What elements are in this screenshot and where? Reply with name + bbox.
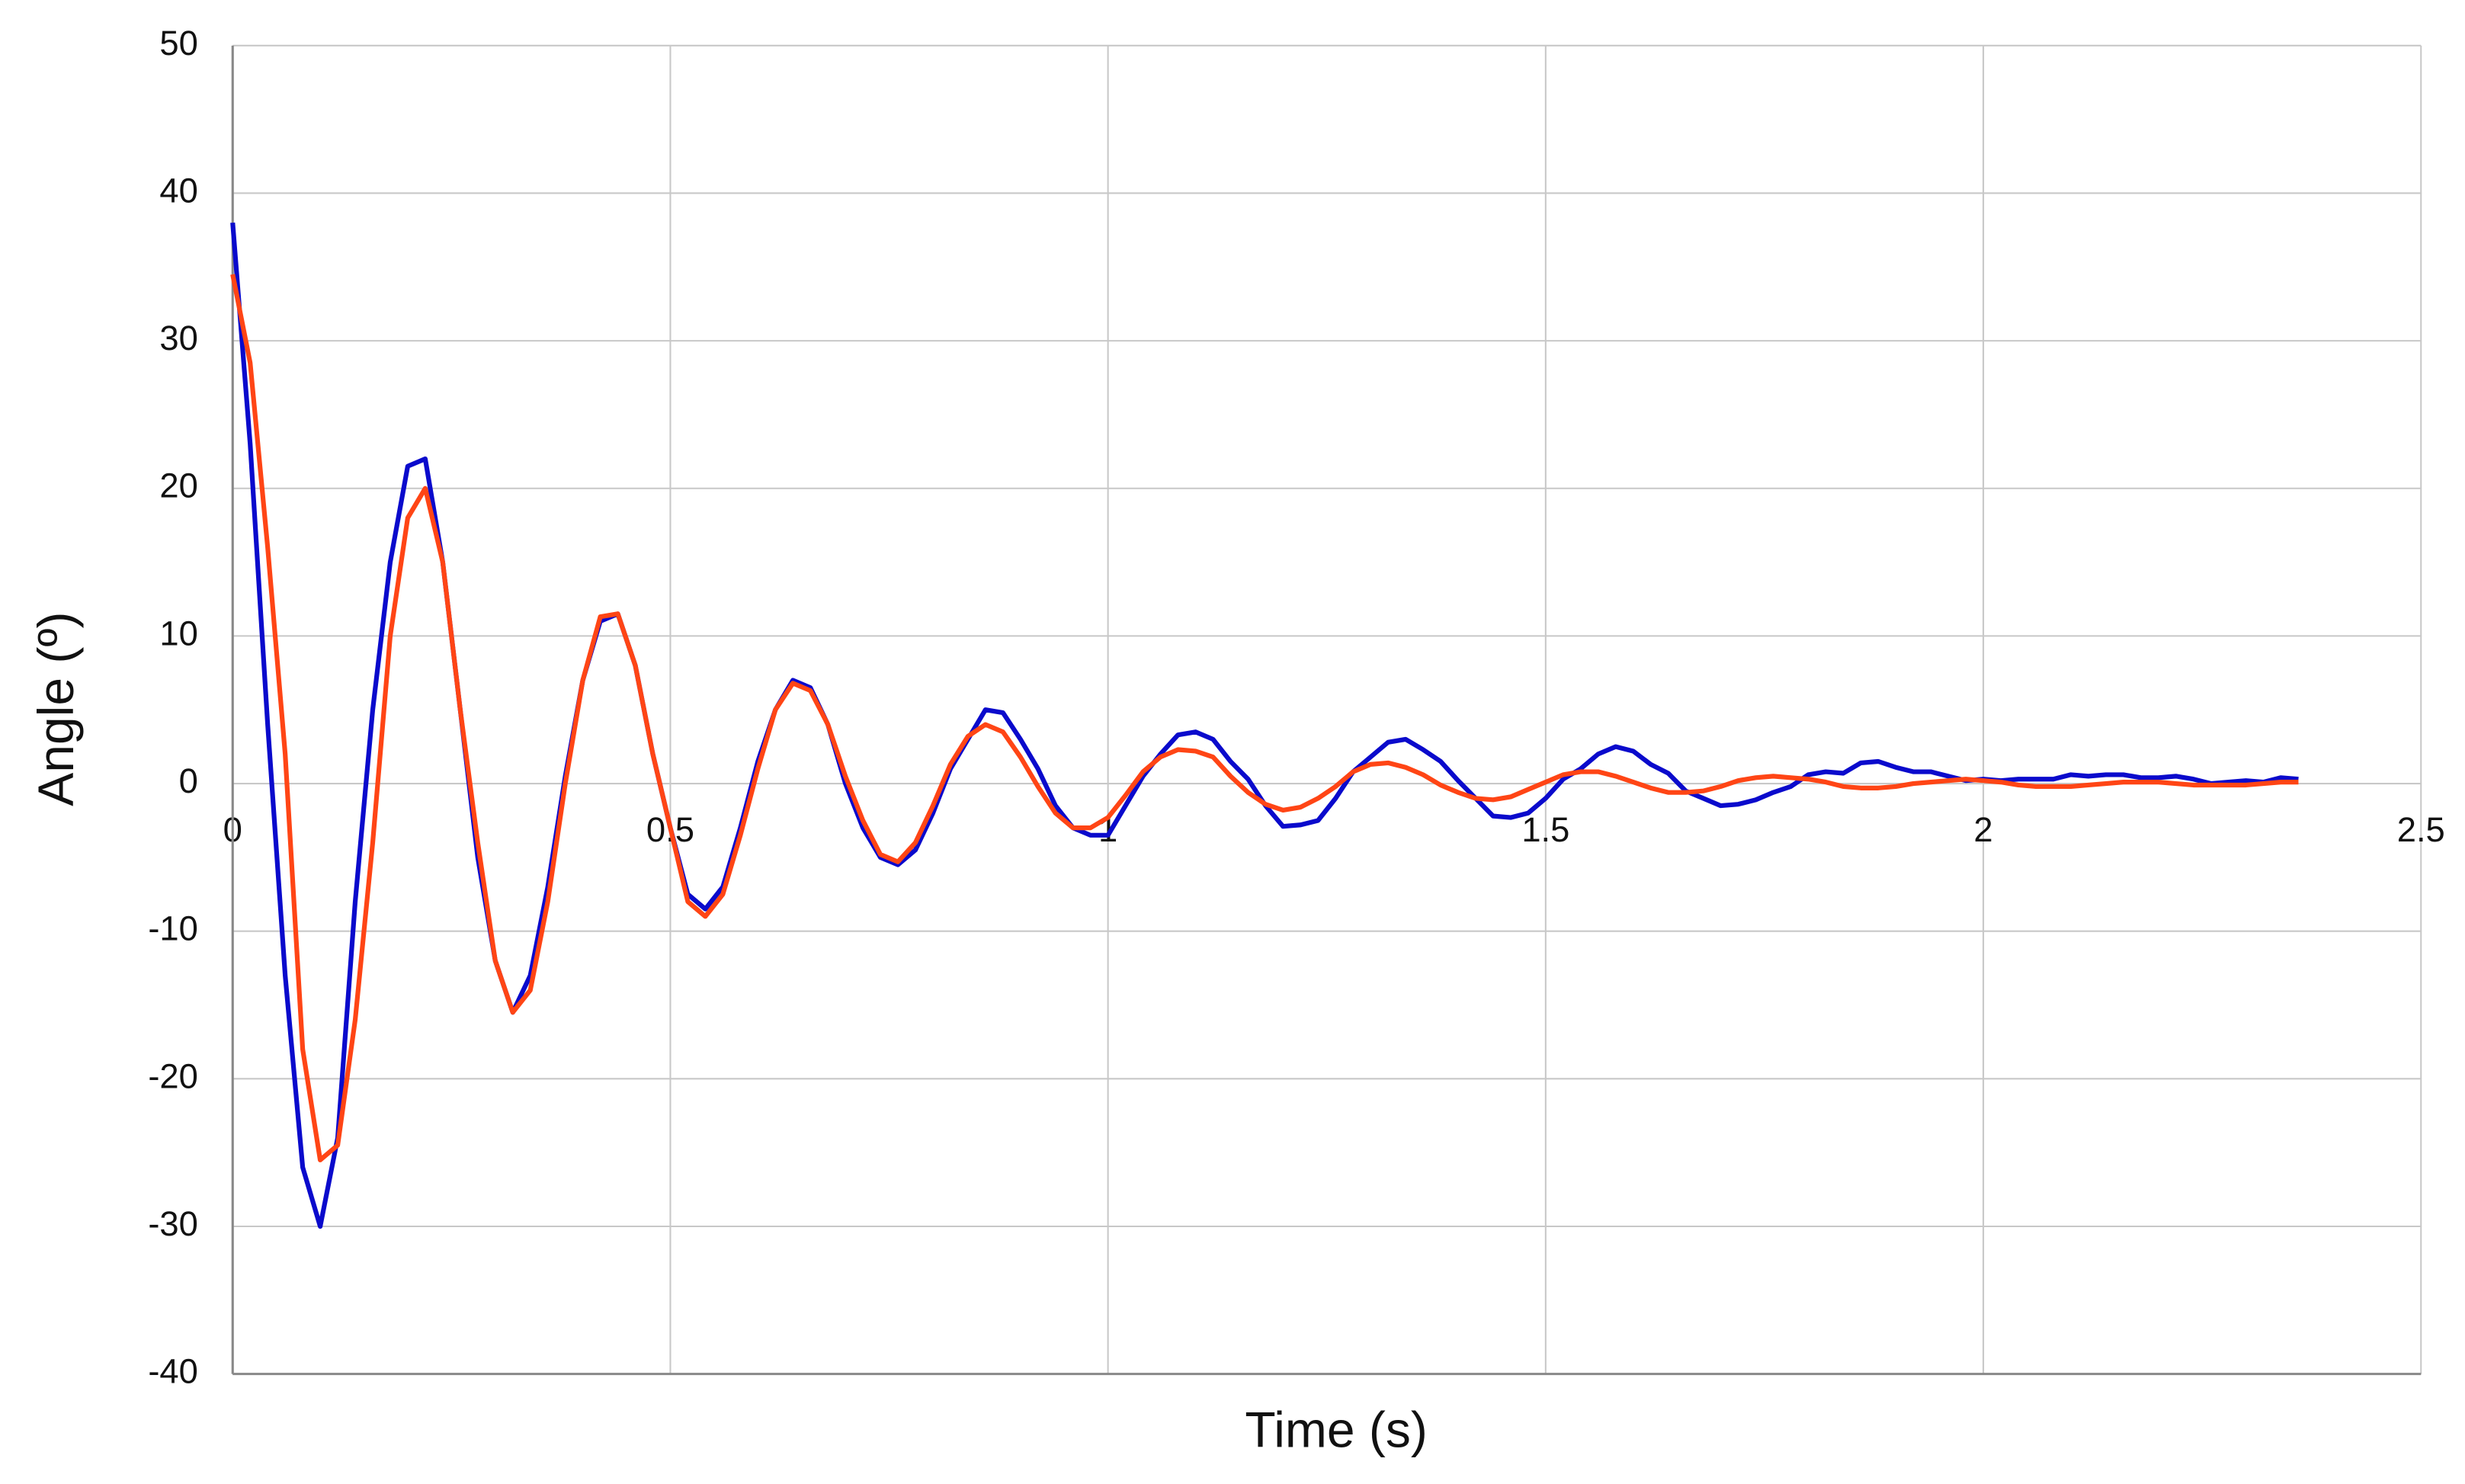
y-tick-label: 40 <box>159 171 197 210</box>
y-tick-label: 10 <box>159 614 197 652</box>
y-tick-label: 0 <box>179 761 198 800</box>
y-tick-label: -40 <box>148 1352 198 1391</box>
y-tick-label: 30 <box>159 319 197 357</box>
series-line <box>230 274 2299 1162</box>
y-axis-title: Angle (º) <box>27 612 84 806</box>
series-line <box>230 222 2299 1229</box>
x-axis-title: Time (s) <box>1245 1401 1428 1457</box>
y-tick-label: 20 <box>159 466 197 505</box>
y-tick-label: -20 <box>148 1056 198 1095</box>
x-tick-label: 2.5 <box>2397 810 2445 849</box>
x-tick-label: 1.5 <box>1521 810 1569 849</box>
y-tick-label: 50 <box>159 24 197 63</box>
y-tick-label: -10 <box>148 909 198 948</box>
x-tick-label: 2 <box>1973 810 1992 849</box>
y-tick-label: -30 <box>148 1204 198 1243</box>
